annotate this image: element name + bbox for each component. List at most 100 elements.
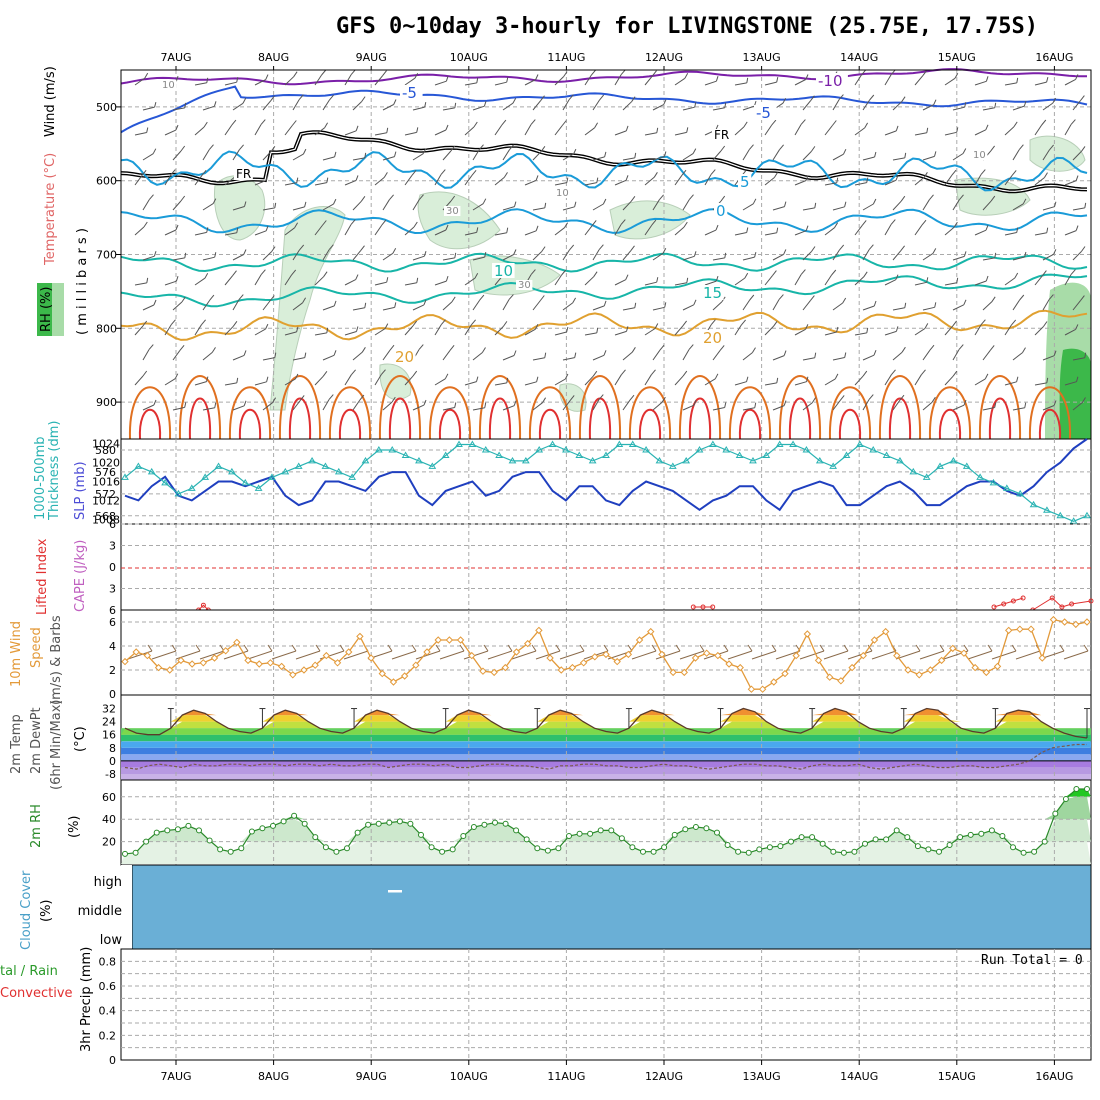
rh-marker bbox=[766, 844, 773, 851]
upper-air-barb-flag bbox=[958, 194, 964, 201]
wind-ylabel-3: (m/s) & Barbs bbox=[49, 615, 64, 705]
upper-air-barb-flag bbox=[724, 252, 727, 258]
upper-air-barb-flag bbox=[265, 74, 269, 80]
rh-marker bbox=[196, 827, 202, 834]
upper-air-barb bbox=[704, 378, 716, 386]
upper-air-barb-flag bbox=[454, 402, 457, 408]
upper-air-barb-flag bbox=[724, 402, 727, 408]
upper-air-barb-flag bbox=[238, 144, 244, 151]
rh-marker bbox=[629, 844, 636, 851]
slp-tick: 1020 bbox=[92, 457, 120, 470]
upper-air-y-tick-label: 800 bbox=[96, 322, 117, 335]
wind-barb-flag bbox=[171, 644, 177, 652]
upper-air-barb bbox=[1042, 102, 1054, 111]
rh-marker bbox=[756, 846, 763, 853]
upper-air-barb bbox=[952, 106, 965, 111]
rh-marker bbox=[618, 835, 625, 842]
wind-tick: 0 bbox=[109, 688, 116, 701]
upper-air-barb bbox=[914, 224, 923, 236]
upper-air-barb-flag bbox=[535, 175, 539, 181]
rh-marker bbox=[206, 837, 213, 844]
thickness-marker bbox=[615, 440, 624, 447]
cloud-panel: high middle low Cloud Cover (%) bbox=[19, 864, 1092, 950]
precip-tick: 0.2 bbox=[99, 1029, 117, 1042]
upper-air-barb bbox=[614, 130, 627, 136]
upper-air-barb bbox=[434, 174, 442, 186]
upper-air-barb bbox=[802, 251, 812, 261]
wind-speed-marker bbox=[311, 661, 319, 669]
cloud-level-label: middle bbox=[78, 904, 122, 919]
rh-marker bbox=[788, 838, 794, 845]
wind-barb bbox=[895, 650, 921, 660]
upper-air-barb bbox=[1064, 381, 1077, 386]
rh-marker bbox=[449, 846, 456, 853]
rh-marker bbox=[1062, 796, 1069, 802]
thickness-marker bbox=[174, 489, 183, 497]
upper-air-barb bbox=[764, 124, 773, 136]
upper-air-barb-flag bbox=[418, 344, 424, 350]
upper-air-barb bbox=[1034, 232, 1047, 236]
wind-speed-marker bbox=[322, 651, 331, 660]
contour-label-bg bbox=[754, 105, 777, 120]
upper-air-barb-flag bbox=[843, 148, 847, 155]
upper-air-barb-flag bbox=[294, 222, 299, 229]
upper-air-barb bbox=[374, 132, 387, 136]
wind-speed-marker bbox=[658, 650, 666, 659]
precip-tick: 0.8 bbox=[99, 955, 117, 968]
upper-air-contour-labels: -10 -5 -5 FR FR 50 10 15 20 20 10 30 10 30 10 bbox=[160, 72, 988, 366]
upper-air-barb-flag bbox=[302, 297, 307, 304]
upper-air-barb bbox=[614, 74, 622, 86]
upper-air-barb-flag bbox=[321, 69, 327, 76]
upper-air-barb bbox=[494, 81, 507, 86]
thickness-marker bbox=[308, 456, 316, 464]
upper-air-barb-flag bbox=[1070, 119, 1076, 125]
temp-contour-25 bbox=[678, 375, 722, 440]
upper-air-barb-flag bbox=[895, 125, 899, 132]
wind-speed-marker bbox=[154, 663, 163, 672]
thickness-marker bbox=[348, 473, 357, 480]
upper-air-barb-flag bbox=[904, 152, 907, 158]
upper-air-barb bbox=[202, 203, 214, 211]
rh-marker bbox=[671, 831, 678, 838]
upper-air-barb bbox=[442, 407, 455, 411]
thickness-marker bbox=[508, 456, 517, 464]
rh-marker bbox=[661, 844, 668, 851]
upper-air-barb bbox=[314, 375, 324, 386]
upper-air-barb-flag bbox=[454, 102, 457, 108]
upper-air-barb-flag bbox=[1048, 294, 1054, 300]
contour-label-bg bbox=[516, 280, 533, 290]
upper-air-barb bbox=[194, 381, 207, 386]
upper-air-barb bbox=[952, 304, 965, 311]
wind-speed-marker bbox=[501, 663, 510, 672]
thickness-marker bbox=[815, 456, 824, 464]
upper-air-barb-flag bbox=[423, 299, 427, 306]
bottom-date-label: 8AUG bbox=[258, 1070, 289, 1083]
wind-speed-marker bbox=[1049, 615, 1058, 624]
upper-air-barb-flag bbox=[956, 127, 959, 133]
upper-air-barb bbox=[742, 203, 754, 211]
upper-air-barb bbox=[194, 175, 203, 186]
upper-air-ylabel-wind: Wind (m/s) bbox=[43, 66, 58, 137]
upper-air-barb bbox=[862, 305, 875, 311]
upper-air-barb-flag bbox=[1046, 76, 1049, 83]
upper-air-barb bbox=[584, 74, 592, 86]
upper-air-barb bbox=[592, 99, 601, 111]
upper-air-barb-flag bbox=[236, 227, 239, 233]
thickness-marker bbox=[882, 451, 891, 458]
upper-air-barb-flag bbox=[783, 400, 787, 406]
upper-air-barb-flag bbox=[634, 152, 637, 158]
thickness-marker bbox=[455, 440, 463, 447]
upper-air-barb bbox=[164, 129, 177, 136]
upper-air-barb bbox=[224, 232, 237, 236]
upper-air-barb bbox=[284, 182, 297, 186]
upper-air-barb bbox=[1034, 177, 1045, 186]
wind-barb bbox=[751, 650, 777, 660]
upper-air-barb-flag bbox=[710, 319, 716, 326]
upper-air-barb bbox=[314, 276, 324, 286]
upper-air-barb-flag bbox=[574, 201, 577, 207]
li-tick: 0 bbox=[109, 561, 116, 574]
cloud-ticks: high middle low bbox=[78, 875, 123, 948]
run-total: Run Total = 0 bbox=[981, 953, 1083, 968]
upper-air-barb-flag bbox=[389, 344, 395, 351]
upper-air-barb-flag bbox=[724, 102, 727, 108]
